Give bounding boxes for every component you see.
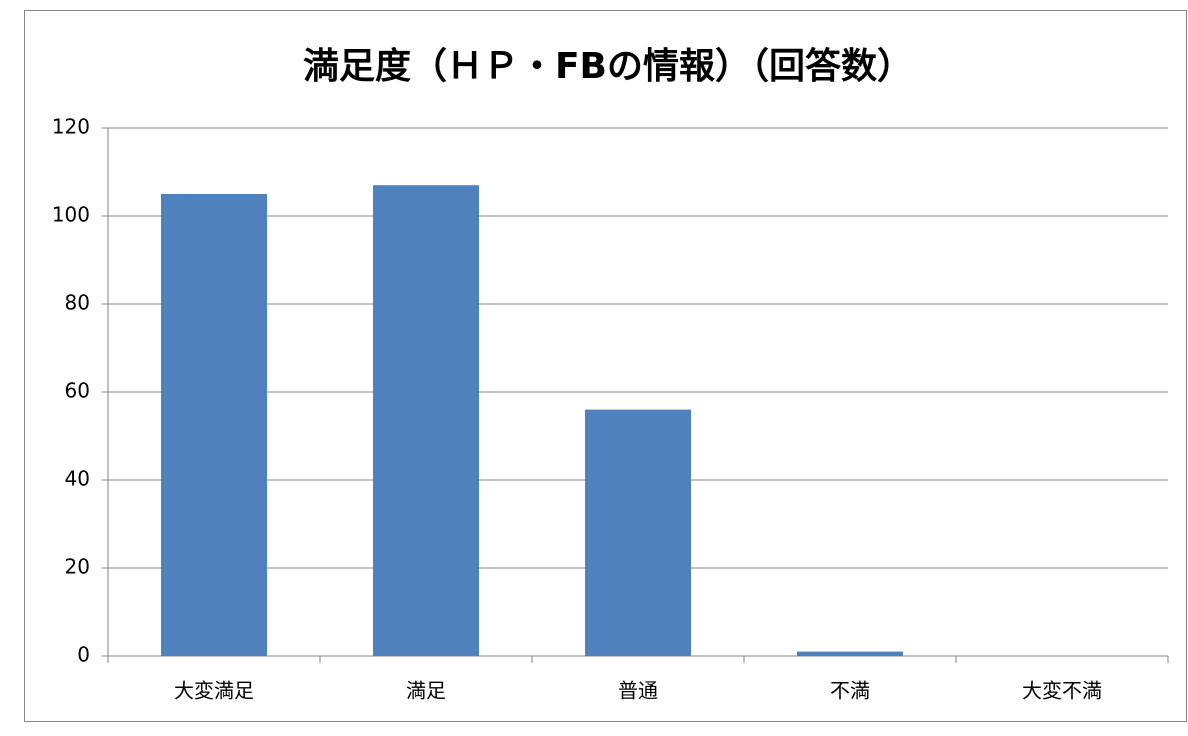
y-tick-label: 0 [77, 643, 90, 667]
x-tick-label: 大変不満 [1022, 679, 1102, 703]
bar [161, 194, 267, 656]
x-tick-label: 満足 [406, 679, 446, 703]
y-tick-label: 40 [65, 467, 90, 491]
y-tick-label: 120 [52, 115, 90, 139]
y-tick-label: 20 [65, 555, 90, 579]
x-tick-label: 普通 [618, 679, 658, 703]
y-tick-label: 100 [52, 203, 90, 227]
bar [373, 185, 479, 656]
y-tick-label: 60 [65, 379, 90, 403]
chart-title: 満足度（ＨＰ・FBの情報）（回答数） [303, 46, 913, 87]
x-tick-label: 不満 [830, 679, 870, 703]
bar [585, 409, 691, 656]
x-tick-label: 大変満足 [174, 679, 254, 703]
bar [797, 651, 903, 656]
y-tick-label: 80 [65, 291, 90, 315]
